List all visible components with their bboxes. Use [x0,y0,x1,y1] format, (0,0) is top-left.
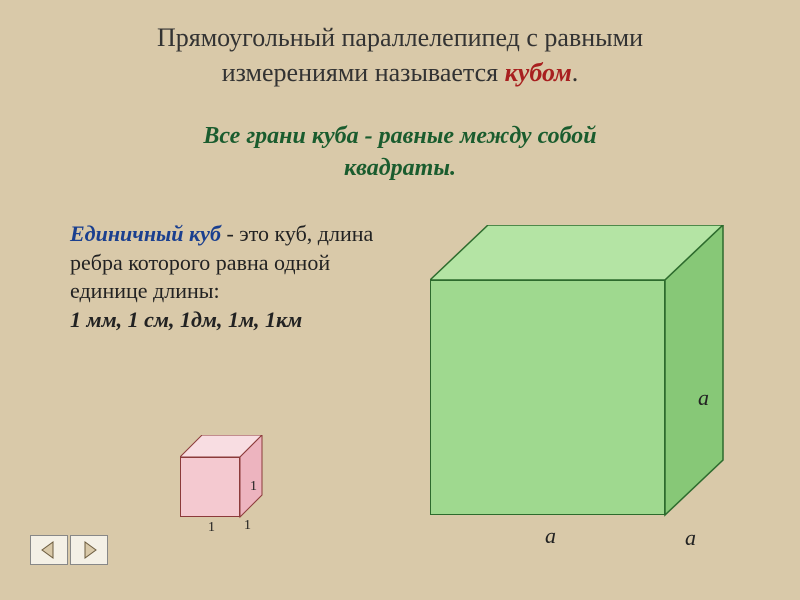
small-cube-label-side: 1 [250,479,257,495]
next-button[interactable] [70,535,108,565]
big-cube-label-bottom: a [545,523,556,549]
big-cube: a a a [430,225,770,565]
prev-button[interactable] [30,535,68,565]
body-text: Единичный куб - это куб, длина ребра кот… [70,220,390,334]
chevron-left-icon [39,540,59,560]
subtitle-line2: квадраты. [344,155,456,181]
big-cube-label-side: a [698,385,709,411]
big-cube-side-face [665,225,723,515]
small-cube-label-edge: 1 [244,518,251,534]
title-line2-pre: измерениями называется [222,58,505,87]
body-emph: Единичный куб [70,221,221,246]
small-cube-label-bottom: 1 [208,520,215,536]
nav [30,535,108,565]
small-cube-front-face [180,457,240,517]
big-cube-label-edge: a [685,525,696,551]
big-cube-top-face [430,225,723,280]
chevron-right-icon [79,540,99,560]
body-units: 1 мм, 1 см, 1дм, 1м, 1км [70,307,302,332]
big-cube-front-face [430,280,665,515]
slide: Прямоугольный параллелепипед с равными и… [0,0,800,600]
subtitle-line1: Все грани куба - равные между собой [203,123,596,149]
small-cube: 1 1 1 [180,435,290,545]
title-highlight: кубом [505,58,572,87]
subtitle: Все грани куба - равные между собой квад… [0,120,800,185]
title-line1: Прямоугольный параллелепипед с равными [157,23,643,52]
title: Прямоугольный параллелепипед с равными и… [0,20,800,90]
title-line2-post: . [572,58,579,87]
